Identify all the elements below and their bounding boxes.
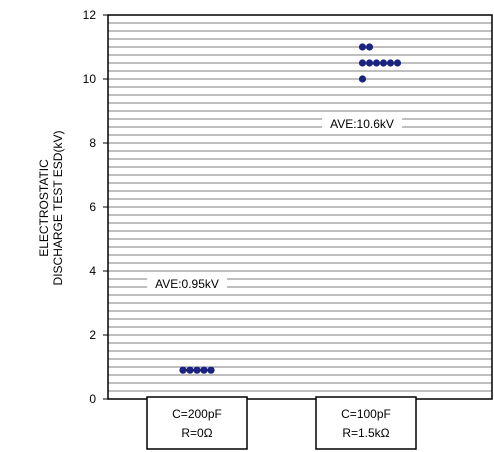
- category-label-line: R=0Ω: [181, 426, 212, 440]
- category-label-1: C=200pF R=0Ω: [146, 396, 248, 450]
- y-axis-ticks: 0 2 4 6 8 10 12: [83, 8, 108, 406]
- data-point: [393, 59, 402, 67]
- y-tick-label: 6: [89, 200, 96, 214]
- data-point: [365, 59, 374, 67]
- category-label-2: C=100pF R=1.5kΩ: [315, 396, 417, 450]
- annotation-1: AVE:0.95kV: [155, 277, 219, 291]
- category-label-line: R=1.5kΩ: [342, 426, 389, 440]
- y-tick-label: 2: [89, 328, 96, 342]
- annotation-2: AVE:10.6kV: [330, 117, 394, 131]
- y-axis-label-line-1: ELECTROSTATIC: [37, 159, 51, 257]
- category-label-box: [315, 396, 417, 450]
- category-labels: C=200pF R=0Ω C=100pF R=1.5kΩ: [146, 396, 417, 450]
- data-point: [207, 366, 215, 374]
- annotation-background: [322, 114, 402, 133]
- y-tick-label: 0: [89, 392, 96, 406]
- grid-lines: [108, 22, 492, 392]
- annotation-background: [147, 274, 227, 293]
- category-label-line: C=200pF: [172, 407, 222, 421]
- data-point: [379, 59, 388, 67]
- category-label-box: [146, 396, 248, 450]
- data-point: [358, 75, 367, 83]
- data-point: [372, 59, 381, 67]
- data-point: [179, 366, 187, 374]
- y-tick-label: 10: [83, 72, 97, 86]
- data-point: [386, 59, 395, 67]
- data-point: [186, 366, 194, 374]
- y-tick-label: 12: [83, 8, 97, 22]
- annotations: AVE:0.95kV AVE:10.6kV: [147, 114, 402, 293]
- y-axis-label: ELECTROSTATIC DISCHARGE TEST ESD(kV): [37, 131, 65, 286]
- data-point: [193, 366, 201, 374]
- data-point: [358, 59, 367, 67]
- category-label-line: C=100pF: [341, 407, 391, 421]
- data-point: [200, 366, 208, 374]
- data-points: [179, 43, 402, 374]
- data-point: [358, 43, 367, 51]
- data-point: [365, 43, 374, 51]
- y-tick-label: 8: [89, 136, 96, 150]
- y-tick-label: 4: [89, 264, 96, 278]
- y-axis-label-line-2: DISCHARGE TEST ESD(kV): [51, 131, 65, 286]
